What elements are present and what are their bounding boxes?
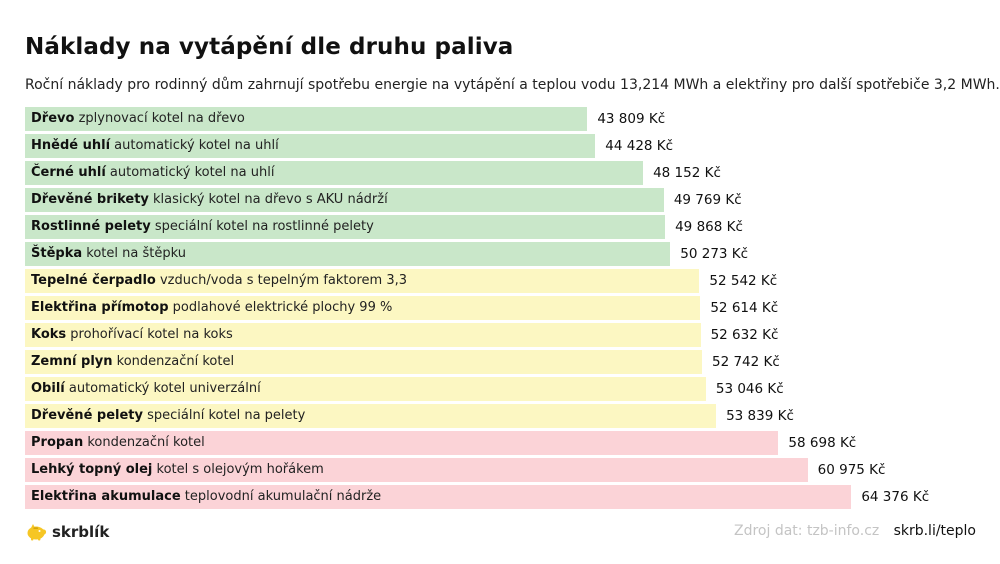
bar-chart: Dřevo zplynovací kotel na dřevo 43 809 Kč… [25, 107, 985, 512]
bar-label: Elektřina akumulace teplovodní akumulačn… [31, 485, 381, 509]
fuel-name: Zemní plyn [31, 354, 113, 369]
value-label: 52 542 Kč [709, 273, 778, 289]
bar-label: Propan kondenzační kotel [31, 431, 205, 455]
fuel-name: Obilí [31, 381, 65, 396]
fuel-description: automatický kotel na uhlí [105, 165, 275, 180]
value-label: 64 376 Kč [861, 489, 930, 505]
bar-label: Tepelné čerpadlo vzduch/voda s tepelným … [31, 269, 407, 293]
fuel-name: Štěpka [31, 246, 83, 261]
bar [25, 107, 588, 131]
short-link[interactable]: skrb.li/teplo [893, 523, 976, 539]
value-label: 52 632 Kč [710, 327, 779, 343]
chart-subtitle: Roční náklady pro rodinný dům zahrnují s… [25, 77, 1000, 93]
bar-label: Černé uhlí automatický kotel na uhlí [31, 161, 274, 185]
fuel-description: kotel na štěpku [82, 246, 186, 261]
bar [25, 134, 596, 158]
fuel-name: Černé uhlí [31, 165, 106, 180]
bar [25, 431, 779, 455]
fuel-description: prohořívací kotel na koks [66, 327, 233, 342]
value-label: 50 273 Kč [680, 246, 749, 262]
fuel-name: Propan [31, 435, 84, 450]
fuel-name: Koks [31, 327, 67, 342]
bar-row: Lehký topný olej kotel s olejovým hořáke… [25, 458, 985, 482]
fuel-name: Dřevěné pelety [31, 408, 143, 423]
data-source: Zdroj dat: tzb-info.cz [734, 523, 880, 539]
bar [25, 323, 701, 347]
bar-row: Dřevěné brikety klasický kotel na dřevo … [25, 188, 985, 212]
bar-row: Elektřina přímotop podlahové elektrické … [25, 296, 985, 320]
bar-row: Dřevěné pelety speciální kotel na pelety… [25, 404, 985, 428]
fuel-description: automatický kotel na uhlí [110, 138, 279, 153]
brand-name: skrblík [52, 523, 110, 541]
fuel-description: podlahové elektrické plochy 99 % [168, 300, 393, 315]
fuel-description: teplovodní akumulační nádrže [180, 489, 382, 504]
value-label: 44 428 Kč [605, 138, 674, 154]
bar [25, 404, 717, 428]
bar [25, 485, 852, 509]
bar [25, 377, 706, 401]
bar-row: Černé uhlí automatický kotel na uhlí 48 1… [25, 161, 985, 185]
fuel-description: kotel s olejovým hořákem [152, 462, 324, 477]
bar-row: Dřevo zplynovací kotel na dřevo 43 809 Kč [25, 107, 985, 131]
value-label: 52 614 Kč [710, 300, 779, 316]
fuel-name: Elektřina akumulace [31, 489, 181, 504]
brand-logo: skrblík [25, 522, 109, 542]
value-label: 49 868 Kč [675, 219, 743, 235]
value-label: 53 046 Kč [715, 381, 784, 397]
bar [25, 350, 702, 374]
value-label: 43 809 Kč [597, 111, 666, 127]
bar-label: Koks prohořívací kotel na koks [31, 323, 233, 347]
bar-label: Rostlinné pelety speciální kotel na rost… [31, 215, 374, 239]
bar-label: Lehký topný olej kotel s olejovým hořáke… [31, 458, 324, 482]
fuel-description: automatický kotel univerzální [64, 381, 261, 396]
bar-label: Dřevo zplynovací kotel na dřevo [31, 107, 245, 131]
fuel-description: speciální kotel na rostlinné pelety [150, 219, 374, 234]
fuel-description: vzduch/voda s tepelným faktorem 3,3 [155, 273, 407, 288]
value-label: 60 975 Kč [817, 462, 886, 478]
bar-label: Elektřina přímotop podlahové elektrické … [31, 296, 392, 320]
bar-label: Obilí automatický kotel univerzální [31, 377, 261, 401]
bar-label: Zemní plyn kondenzační kotel [31, 350, 234, 374]
bar [25, 161, 644, 185]
fuel-name: Lehký topný olej [31, 462, 153, 477]
fuel-name: Tepelné čerpadlo [31, 273, 156, 288]
bar-row: Rostlinné pelety speciální kotel na rost… [25, 215, 985, 239]
fuel-description: klasický kotel na dřevo s AKU nádrží [148, 192, 388, 207]
bar-label: Štěpka kotel na štěpku [31, 242, 186, 266]
bar-label: Hnědé uhlí automatický kotel na uhlí [31, 134, 279, 158]
fuel-description: kondenzační kotel [112, 354, 235, 369]
value-label: 52 742 Kč [711, 354, 780, 370]
bar-row: Hnědé uhlí automatický kotel na uhlí 44 4… [25, 134, 985, 158]
value-label: 48 152 Kč [653, 165, 721, 181]
value-label: 49 769 Kč [673, 192, 742, 208]
value-label: 53 839 Kč [726, 408, 794, 424]
fuel-description: kondenzační kotel [83, 435, 205, 450]
bar-row: Obilí automatický kotel univerzální 53 04… [25, 377, 985, 401]
bar-row: Štěpka kotel na štěpku 50 273 Kč [25, 242, 985, 266]
bar-row: Zemní plyn kondenzační kotel 52 742 Kč [25, 350, 985, 374]
fuel-description: speciální kotel na pelety [143, 408, 306, 423]
fuel-name: Rostlinné pelety [31, 219, 151, 234]
fuel-name: Dřevo [31, 111, 75, 126]
bar [25, 242, 671, 266]
bar [25, 188, 664, 212]
bar-row: Koks prohořívací kotel na koks 52 632 Kč [25, 323, 985, 347]
chart-title: Náklady na vytápění dle druhu paliva [25, 34, 514, 60]
bar-row: Propan kondenzační kotel 58 698 Kč [25, 431, 985, 455]
fuel-name: Hnědé uhlí [31, 138, 111, 153]
bar-label: Dřevěné pelety speciální kotel na pelety [31, 404, 305, 428]
fuel-name: Dřevěné brikety [31, 192, 149, 207]
bar-label: Dřevěné brikety klasický kotel na dřevo … [31, 188, 388, 212]
piggy-bank-icon [27, 524, 47, 541]
bar [25, 458, 808, 482]
bar [25, 215, 666, 239]
fuel-name: Elektřina přímotop [31, 300, 169, 315]
bar [25, 269, 700, 293]
bar-row: Elektřina akumulace teplovodní akumulačn… [25, 485, 985, 509]
value-label: 58 698 Kč [788, 435, 857, 451]
fuel-description: zplynovací kotel na dřevo [74, 111, 245, 126]
bar [25, 296, 701, 320]
bar-row: Tepelné čerpadlo vzduch/voda s tepelným … [25, 269, 985, 293]
